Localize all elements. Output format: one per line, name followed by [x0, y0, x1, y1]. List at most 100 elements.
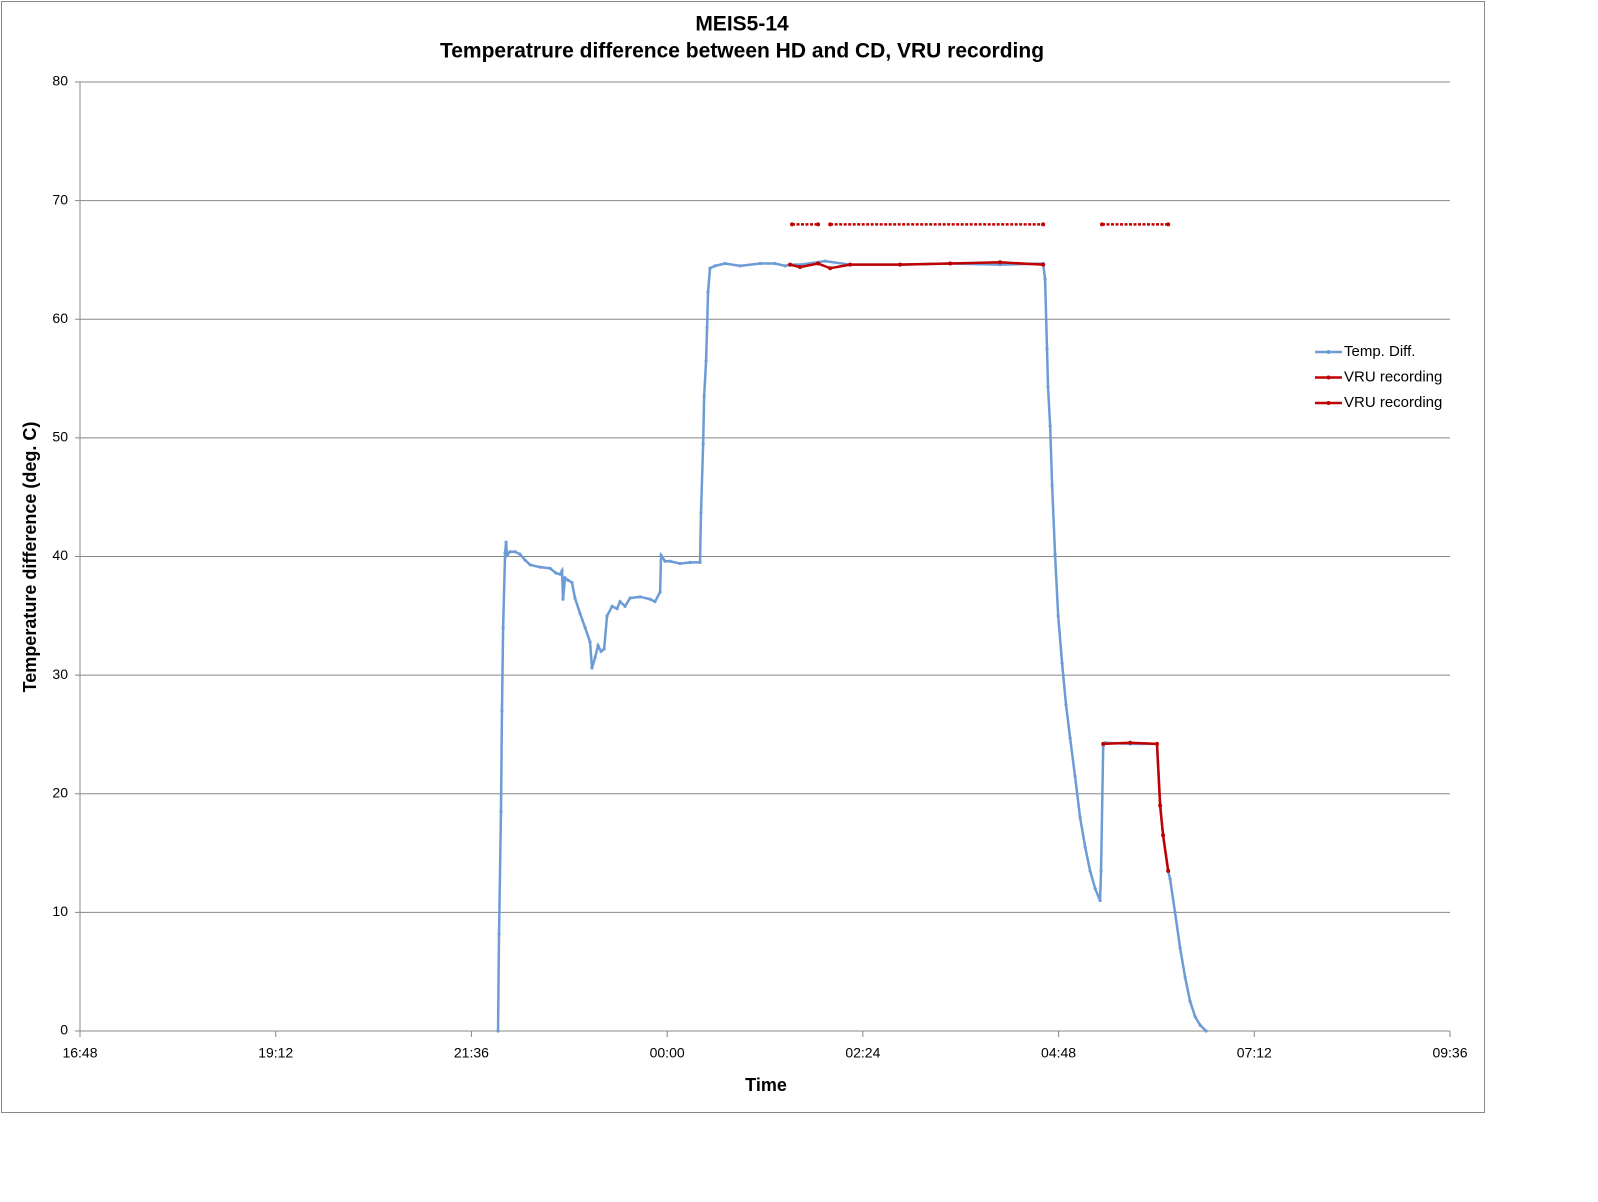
legend-marker: [1326, 375, 1331, 380]
series-marker: [513, 550, 517, 554]
series-marker: [1088, 869, 1092, 873]
series-marker: [1050, 483, 1054, 487]
series-marker: [496, 1029, 500, 1033]
series-marker: [1056, 614, 1060, 618]
series-marker: [848, 262, 853, 267]
series-marker: [758, 261, 762, 266]
series-marker: [1204, 1029, 1208, 1033]
legend-label: VRU recording: [1344, 394, 1442, 411]
series-marker: [1048, 424, 1052, 428]
series-marker: [798, 265, 803, 270]
series-marker: [615, 607, 619, 611]
legend-label: VRU recording: [1344, 368, 1442, 385]
series-marker: [698, 560, 702, 565]
series-marker: [599, 649, 603, 654]
x-tick-label: 19:12: [258, 1045, 293, 1061]
series-marker: [499, 809, 503, 814]
legend-marker: [1326, 401, 1331, 405]
series-marker: [648, 597, 652, 601]
series-marker: [504, 540, 508, 544]
series-marker: [590, 666, 594, 670]
series-marker: [602, 647, 606, 651]
series-marker: [560, 569, 564, 573]
x-tick-label: 02:24: [845, 1045, 880, 1061]
series-marker: [593, 655, 597, 659]
series-marker: [573, 596, 577, 600]
series-marker: [1041, 222, 1046, 227]
y-tick-label: 50: [52, 429, 68, 445]
series-marker: [773, 261, 777, 266]
y-tick-label: 20: [52, 784, 68, 800]
chart-title: MEIS5-14: [695, 13, 789, 36]
series-marker: [705, 325, 709, 330]
series-marker: [1064, 703, 1068, 707]
series-marker: [1183, 976, 1187, 980]
series-marker: [788, 262, 793, 267]
series-marker: [508, 550, 512, 554]
y-tick-label: 10: [52, 903, 68, 919]
series-marker: [1101, 741, 1106, 746]
y-tick-label: 80: [52, 73, 68, 89]
series-marker: [823, 259, 827, 263]
y-axis-label: Temperature difference (deg. C): [20, 422, 40, 693]
series-marker: [538, 565, 542, 569]
series-marker: [578, 611, 582, 616]
series-marker: [1083, 845, 1087, 849]
series-marker: [1155, 741, 1160, 746]
series-marker: [1161, 833, 1166, 838]
legend-label: Temp. Diff.: [1344, 343, 1415, 360]
legend-marker: [1326, 350, 1331, 354]
series-line: [496, 259, 1208, 1032]
series-marker: [1098, 898, 1102, 903]
series-marker: [948, 261, 953, 266]
series-marker: [1093, 887, 1097, 891]
series-marker: [701, 442, 705, 446]
x-tick-label: 16:48: [62, 1045, 97, 1061]
series-marker: [723, 261, 727, 266]
series-marker: [588, 640, 592, 644]
x-tick-label: 09:36: [1432, 1045, 1467, 1061]
series-marker: [558, 572, 562, 576]
series-marker: [566, 578, 570, 582]
series-marker: [1178, 946, 1182, 950]
series-marker: [898, 262, 903, 267]
series-marker: [554, 571, 558, 575]
x-tick-label: 07:12: [1237, 1045, 1272, 1061]
series-marker: [548, 566, 552, 570]
series-marker: [1100, 222, 1105, 227]
y-tick-label: 0: [60, 1022, 68, 1038]
series-marker: [828, 222, 833, 227]
series-marker: [505, 553, 509, 557]
series-line: [1103, 741, 1170, 872]
series-marker: [1068, 736, 1072, 740]
series-marker: [704, 359, 708, 363]
series-marker: [816, 261, 821, 266]
series-marker: [501, 626, 505, 630]
series-marker: [570, 580, 574, 585]
series-marker: [497, 932, 501, 936]
series-marker: [1188, 999, 1192, 1003]
series-marker: [1045, 347, 1049, 351]
series-marker: [668, 559, 672, 563]
series-marker: [503, 551, 507, 555]
series-marker: [708, 266, 712, 270]
series-marker: [610, 604, 614, 608]
series-marker: [783, 264, 787, 268]
series-marker: [623, 604, 627, 608]
series-marker: [563, 576, 567, 580]
series-marker: [605, 614, 609, 618]
series-marker: [659, 553, 663, 557]
series-marker: [518, 552, 522, 556]
series-marker: [658, 590, 662, 594]
series-marker: [1158, 803, 1163, 808]
series-marker: [561, 597, 565, 601]
series-marker: [998, 260, 1003, 265]
series-marker: [1041, 262, 1046, 267]
series-marker: [816, 222, 821, 227]
series-marker: [738, 264, 742, 268]
series-marker: [790, 222, 795, 227]
series-marker: [678, 562, 682, 566]
series-marker: [706, 290, 710, 294]
